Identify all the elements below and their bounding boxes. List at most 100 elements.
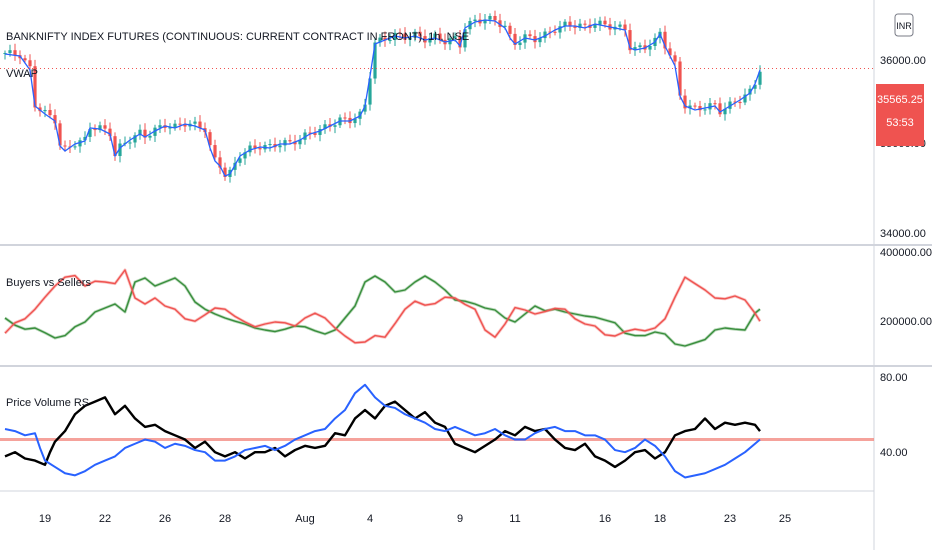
candle-body (133, 135, 137, 143)
candle-body (473, 19, 477, 22)
candle-body (553, 31, 557, 33)
price-pane[interactable] (0, 10, 874, 183)
candle-body (243, 152, 247, 159)
candle-body (128, 142, 132, 144)
candle-body (158, 125, 162, 128)
candle-body (508, 25, 512, 34)
vwap-label: VWAP (6, 68, 38, 80)
candle-body (143, 129, 147, 138)
candle-body (213, 145, 217, 158)
volume-rs-line (4, 383, 761, 479)
candle-body (93, 129, 97, 131)
time-label: 11 (509, 513, 520, 525)
candle-body (593, 24, 597, 28)
buyers-line (4, 275, 761, 347)
last-price-tag-bg (876, 84, 924, 146)
candle-body (223, 167, 227, 177)
time-label: 18 (654, 513, 666, 525)
candle-body (173, 123, 177, 128)
candle-body (288, 140, 292, 142)
candle-body (743, 94, 747, 103)
candle-body (498, 20, 502, 27)
candle-body (48, 109, 52, 116)
candle-body (633, 47, 637, 51)
candle-body (323, 124, 327, 130)
candle-body (528, 34, 532, 37)
candle-body (703, 109, 707, 111)
candle-body (428, 38, 432, 43)
candle-body (638, 45, 642, 48)
candle-body (308, 132, 312, 134)
candle-body (78, 140, 82, 147)
candle-body (423, 36, 427, 43)
currency-badge[interactable]: INR (894, 13, 914, 37)
last-price-tag[interactable]: 35565.25 53:53 (876, 84, 924, 146)
candle-body (58, 123, 62, 146)
candle-body (438, 33, 442, 40)
candle-body (708, 103, 712, 110)
candle-body (403, 33, 407, 40)
sellers-line (4, 269, 761, 344)
candle-body (648, 46, 652, 50)
candle-body (418, 31, 422, 37)
currency-badge-frame (894, 13, 914, 37)
candle-body (518, 42, 522, 46)
candle-body (88, 129, 92, 137)
bar-countdown: 53:53 (886, 117, 914, 129)
candle-body (433, 33, 437, 39)
candle-body (618, 24, 622, 27)
candle-body (388, 40, 392, 42)
candle-body (43, 109, 47, 112)
candle-body (683, 95, 687, 109)
candle-body (148, 135, 152, 138)
candle-body (758, 71, 762, 85)
candle-body (313, 133, 317, 135)
candle-body (483, 19, 487, 24)
candle-body (233, 162, 237, 170)
candle-body (13, 50, 17, 56)
currency-badge-text: INR (896, 21, 912, 31)
candle-body (463, 29, 467, 48)
time-label: 19 (39, 513, 51, 525)
candle-body (53, 115, 57, 124)
candle-body (573, 26, 577, 28)
candle-body (668, 48, 672, 56)
candle-body (168, 127, 172, 129)
candle-body (503, 25, 507, 27)
candle-body (413, 31, 417, 38)
candle-body (753, 84, 757, 89)
candle-body (713, 103, 717, 105)
candle-body (283, 140, 287, 146)
candle-body (343, 117, 347, 119)
candle-body (183, 124, 187, 127)
candle-body (218, 157, 222, 168)
candle-body (3, 53, 7, 54)
time-label: 25 (779, 513, 791, 525)
candle-body (33, 66, 37, 108)
candle-body (688, 105, 692, 109)
time-axis[interactable]: 19 22 26 28 Aug 4 9 11 16 18 23 25 (39, 513, 791, 525)
candle-body (353, 118, 357, 124)
buyers-vs-sellers-label: Buyers vs Sellers (6, 277, 91, 289)
vwap-line (4, 19, 761, 177)
price-rs-line (4, 396, 761, 469)
time-label: 16 (599, 513, 611, 525)
candle-body (28, 60, 32, 67)
candle-body (693, 105, 697, 107)
candle-body (238, 158, 242, 163)
price-volume-rs-pane[interactable] (0, 383, 874, 479)
candle-body (728, 101, 732, 109)
candle-body (488, 16, 492, 20)
buyers-vs-sellers-pane[interactable] (3, 268, 762, 348)
candle-body (98, 125, 102, 131)
last-price-value: 35565.25 (877, 94, 923, 106)
candle-body (458, 36, 462, 48)
rs-tick-1: 80.00 (880, 372, 908, 384)
candle-body (293, 141, 297, 145)
candle-body (718, 103, 722, 115)
candle-body (598, 20, 602, 25)
candle-body (723, 108, 727, 115)
candle-body (268, 144, 272, 146)
